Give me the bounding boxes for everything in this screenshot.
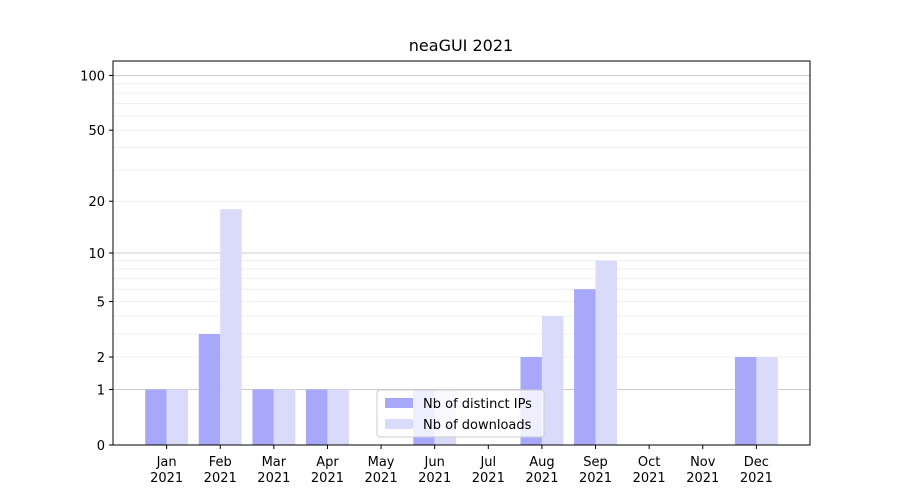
x-tick-label: May 2021 bbox=[365, 455, 398, 486]
x-tick-label: Jun 2021 bbox=[418, 455, 451, 486]
legend-label-downloads: Nb of downloads bbox=[423, 418, 532, 433]
bar-ips-3 bbox=[306, 389, 328, 445]
y-tick-label: 5 bbox=[97, 296, 105, 311]
x-tick-label: Aug 2021 bbox=[525, 455, 558, 486]
bar-downloads-11 bbox=[756, 357, 778, 445]
bar-downloads-3 bbox=[327, 389, 349, 445]
legend: Nb of distinct IPs Nb of downloads bbox=[376, 389, 545, 438]
x-tick-label: Nov 2021 bbox=[686, 455, 719, 486]
y-tick-label: 0 bbox=[97, 439, 105, 454]
legend-swatch-downloads bbox=[385, 419, 413, 429]
axes: 0 1 2 5 10 20 50 100 Jan 2021 Feb 2021 Mar 2021 Apr 202… bbox=[80, 60, 811, 486]
y-tick-label: 1 bbox=[97, 383, 105, 398]
x-tick-label: Jan 2021 bbox=[150, 455, 183, 486]
bar-ips-11 bbox=[734, 357, 757, 445]
bar-downloads-0 bbox=[166, 389, 189, 445]
bar-ips-1 bbox=[198, 333, 221, 445]
x-tick-label: Mar 2021 bbox=[257, 455, 290, 486]
legend-frame bbox=[376, 389, 545, 438]
bar-downloads-2 bbox=[273, 389, 296, 445]
legend-label-ips: Nb of distinct IPs bbox=[423, 397, 532, 412]
bar-ips-2 bbox=[252, 389, 274, 445]
y-tick-label: 50 bbox=[88, 124, 105, 139]
x-tick-label: Feb 2021 bbox=[204, 455, 237, 486]
chart-title: neaGUI 2021 bbox=[409, 36, 513, 55]
x-tick-label: Oct 2021 bbox=[633, 455, 666, 486]
y-tick-label: 10 bbox=[88, 247, 105, 262]
x-tick-label: Apr 2021 bbox=[311, 455, 344, 486]
bar-ips-0 bbox=[145, 389, 167, 445]
x-tick-label: Sep 2021 bbox=[579, 455, 612, 486]
bar-downloads-8 bbox=[595, 260, 617, 445]
bar-downloads-7 bbox=[541, 316, 564, 445]
bar-ips-8 bbox=[574, 289, 596, 445]
bar-downloads-1 bbox=[220, 209, 242, 445]
y-tick-label: 2 bbox=[97, 351, 105, 366]
legend-swatch-ips bbox=[385, 398, 413, 408]
x-tick-label: Jul 2021 bbox=[472, 455, 505, 486]
y-tick-label: 100 bbox=[80, 69, 105, 84]
y-tick-label: 20 bbox=[88, 195, 105, 210]
x-tick-label: Dec 2021 bbox=[740, 455, 773, 486]
